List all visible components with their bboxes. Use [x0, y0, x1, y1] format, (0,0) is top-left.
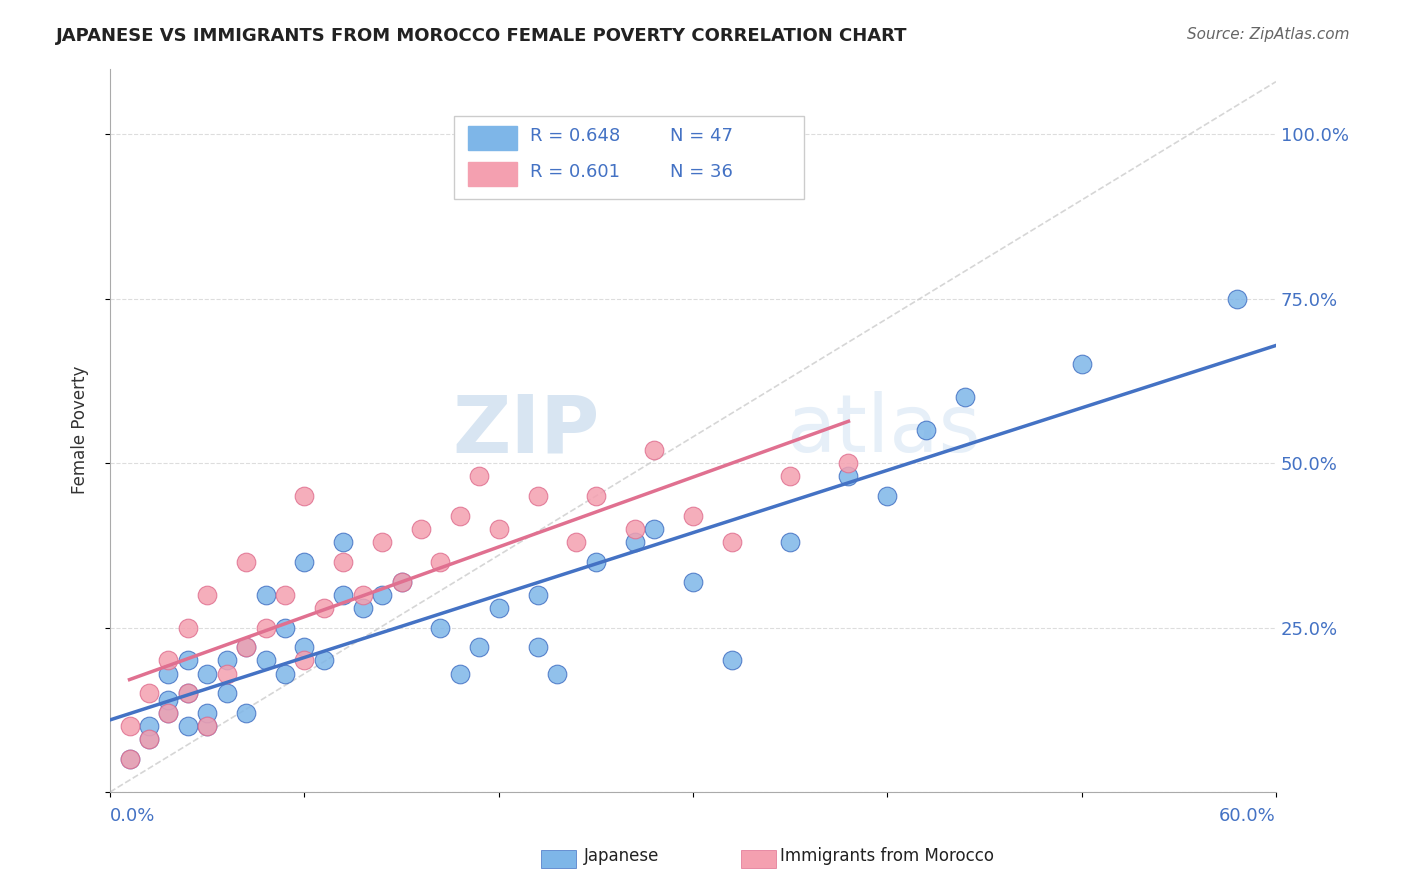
Point [643, 442, 665, 457]
Point [138, 732, 160, 747]
Text: JAPANESE VS IMMIGRANTS FROM MOROCCO FEMALE POVERTY CORRELATION CHART: JAPANESE VS IMMIGRANTS FROM MOROCCO FEMA… [56, 27, 908, 45]
Point [312, 600, 335, 615]
Point [157, 706, 180, 720]
Point [195, 706, 218, 720]
Point [623, 535, 645, 549]
Point [215, 666, 238, 681]
Point [292, 653, 315, 667]
Point [352, 588, 374, 602]
Text: Source: ZipAtlas.com: Source: ZipAtlas.com [1187, 27, 1350, 42]
Point [429, 555, 451, 569]
Point [177, 621, 200, 635]
Point [157, 666, 180, 681]
Point [312, 653, 335, 667]
Point [195, 666, 218, 681]
Point [643, 522, 665, 536]
Point [953, 390, 976, 404]
Point [721, 653, 744, 667]
Point [118, 719, 141, 733]
Point [449, 508, 471, 523]
FancyBboxPatch shape [454, 116, 804, 199]
Point [526, 489, 548, 503]
Point [235, 706, 257, 720]
Point [274, 621, 297, 635]
Point [177, 653, 200, 667]
Text: R = 0.601: R = 0.601 [530, 163, 620, 181]
Point [876, 489, 898, 503]
Point [195, 719, 218, 733]
Point [292, 640, 315, 655]
Point [585, 489, 607, 503]
Point [332, 535, 354, 549]
Point [332, 588, 354, 602]
Point [118, 752, 141, 766]
Y-axis label: Female Poverty: Female Poverty [72, 366, 89, 494]
Point [623, 522, 645, 536]
Point [526, 640, 548, 655]
Point [215, 686, 238, 700]
Text: 0.0%: 0.0% [110, 807, 156, 825]
Point [371, 535, 394, 549]
Point [254, 653, 277, 667]
Point [274, 588, 297, 602]
Point [292, 489, 315, 503]
Point [526, 588, 548, 602]
Point [391, 574, 413, 589]
Text: R = 0.648: R = 0.648 [530, 127, 620, 145]
Point [546, 666, 568, 681]
Point [779, 469, 801, 483]
Point [837, 456, 859, 470]
Point [138, 732, 160, 747]
Point [138, 719, 160, 733]
Point [157, 706, 180, 720]
Point [235, 555, 257, 569]
Point [254, 621, 277, 635]
Text: 60.0%: 60.0% [1219, 807, 1277, 825]
Point [254, 588, 277, 602]
Point [1226, 292, 1249, 306]
Bar [468, 126, 517, 150]
Text: N = 36: N = 36 [669, 163, 733, 181]
Point [915, 423, 938, 437]
Point [177, 719, 200, 733]
Point [332, 555, 354, 569]
Point [1070, 358, 1092, 372]
Point [391, 574, 413, 589]
Point [157, 653, 180, 667]
Point [585, 555, 607, 569]
Text: atlas: atlas [786, 392, 980, 469]
Point [215, 653, 238, 667]
Text: Japanese: Japanese [583, 847, 659, 865]
Point [488, 600, 510, 615]
Point [235, 640, 257, 655]
Point [488, 522, 510, 536]
Point [429, 621, 451, 635]
Point [195, 719, 218, 733]
Bar [468, 161, 517, 186]
Point [274, 666, 297, 681]
Point [409, 522, 432, 536]
Point [157, 693, 180, 707]
Point [371, 588, 394, 602]
Point [837, 469, 859, 483]
Point [468, 469, 491, 483]
Point [682, 508, 704, 523]
Point [292, 555, 315, 569]
Point [682, 574, 704, 589]
Point [138, 686, 160, 700]
Point [195, 588, 218, 602]
Point [468, 640, 491, 655]
Point [177, 686, 200, 700]
Point [721, 535, 744, 549]
Point [779, 535, 801, 549]
Point [177, 686, 200, 700]
Point [118, 752, 141, 766]
Point [565, 535, 588, 549]
Text: ZIP: ZIP [453, 392, 600, 469]
Point [352, 600, 374, 615]
Text: N = 47: N = 47 [669, 127, 733, 145]
Text: Immigrants from Morocco: Immigrants from Morocco [780, 847, 994, 865]
Point [449, 666, 471, 681]
Point [235, 640, 257, 655]
